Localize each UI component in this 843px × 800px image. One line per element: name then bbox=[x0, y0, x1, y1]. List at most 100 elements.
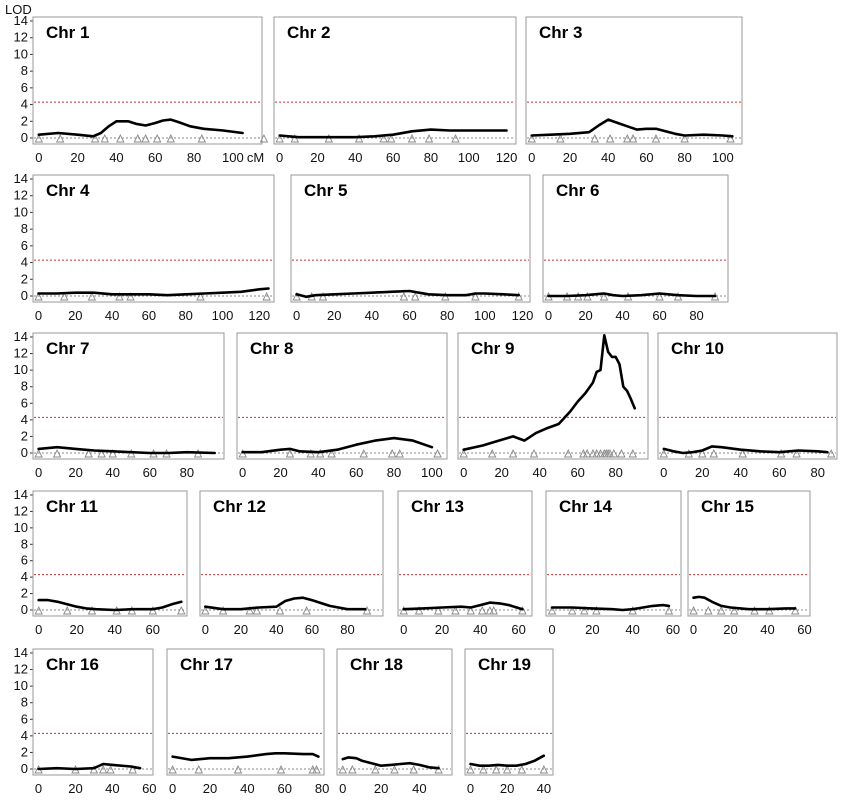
marker-triangle bbox=[141, 133, 150, 143]
y-tick-label: 12 bbox=[14, 503, 28, 518]
marker-triangle bbox=[115, 291, 124, 301]
marker-triangle bbox=[371, 764, 380, 774]
y-tick-label: 10 bbox=[14, 362, 28, 377]
marker-triangle bbox=[451, 133, 460, 143]
x-tick-label: 80 bbox=[440, 308, 454, 323]
y-tick-label: 0 bbox=[21, 288, 28, 303]
panel-title: Chr 2 bbox=[287, 23, 330, 42]
panel-frame bbox=[166, 648, 325, 776]
marker-triangle bbox=[318, 291, 328, 301]
panel-frame bbox=[687, 490, 811, 617]
panel-title: Chr 12 bbox=[213, 497, 266, 516]
x-tick-label: 80 bbox=[677, 150, 691, 165]
x-tick-label: 60 bbox=[511, 622, 525, 637]
panel-frame bbox=[236, 332, 448, 460]
x-tick-label: 80 bbox=[180, 465, 194, 480]
x-tick-label: 20 bbox=[70, 150, 84, 165]
lod-curve bbox=[278, 128, 508, 139]
x-tick-label: 100 bbox=[212, 308, 234, 323]
marker-triangle bbox=[55, 133, 65, 143]
marker-triangle bbox=[433, 448, 442, 458]
x-tick-label: 0 bbox=[548, 622, 555, 637]
marker-triangle bbox=[502, 764, 512, 774]
panel-title: Chr 4 bbox=[46, 181, 90, 200]
x-tick-label: 20 bbox=[203, 781, 217, 796]
panel-chr-18: Chr 18 0 20 40 bbox=[336, 648, 453, 796]
y-tick-label: 2 bbox=[21, 113, 28, 128]
marker-triangle bbox=[567, 605, 577, 615]
marker-triangle bbox=[316, 448, 325, 458]
panel-chr-5: Chr 5 0 20 40 60 80 100 120 bbox=[290, 174, 533, 323]
x-tick-label: 0 bbox=[400, 622, 407, 637]
marker-triangle bbox=[327, 448, 336, 458]
y-tick-label: 2 bbox=[21, 586, 28, 601]
marker-triangle bbox=[262, 291, 271, 301]
panel-chr-19: Chr 19 0 20 40 bbox=[464, 648, 554, 796]
marker-triangle bbox=[407, 133, 417, 143]
panel-chr-6: Chr 6 0 20 40 60 80 bbox=[542, 174, 729, 323]
y-tick-label: 12 bbox=[14, 188, 28, 203]
marker-triangle bbox=[792, 448, 801, 458]
panel-chr-7: Chr 7 0 20 40 60 80 bbox=[32, 332, 225, 480]
marker-triangle bbox=[201, 605, 210, 615]
marker-triangle bbox=[517, 764, 527, 774]
marker-triangle bbox=[133, 133, 143, 143]
marker-triangle bbox=[623, 133, 632, 143]
x-tick-label: 100 bbox=[712, 150, 734, 165]
x-tick-label: 80 bbox=[187, 150, 201, 165]
x-tick-label: 60 bbox=[666, 622, 680, 637]
x-tick-label: 0 bbox=[35, 308, 42, 323]
y-tick-label: 8 bbox=[21, 63, 28, 78]
lod-curve bbox=[295, 289, 520, 299]
marker-triangle bbox=[276, 764, 286, 774]
marker-triangle bbox=[390, 764, 399, 774]
x-tick-label: 40 bbox=[625, 622, 639, 637]
panel-title: Chr 6 bbox=[556, 181, 599, 200]
x-tick-label: 120 bbox=[248, 308, 270, 323]
lod-curve bbox=[37, 118, 244, 138]
marker-triangle bbox=[90, 133, 100, 143]
marker-triangle bbox=[826, 448, 836, 458]
marker-triangle bbox=[580, 605, 589, 615]
marker-triangle bbox=[479, 764, 488, 774]
x-tick-label: 20 bbox=[68, 465, 82, 480]
x-tick-label: 40 bbox=[532, 465, 546, 480]
marker-triangle bbox=[379, 133, 388, 143]
x-tick-label: 40 bbox=[412, 781, 426, 796]
x-tick-label: 60 bbox=[305, 622, 319, 637]
panel-frame bbox=[464, 648, 554, 776]
marker-triangle bbox=[359, 448, 368, 458]
y-tick-label: 2 bbox=[21, 271, 28, 286]
panel-frame bbox=[290, 174, 531, 303]
marker-triangle bbox=[776, 448, 786, 458]
x-tick-label: 20 bbox=[723, 622, 737, 637]
y-tick-label: 14 bbox=[14, 645, 28, 660]
y-tick-label: 6 bbox=[21, 80, 28, 95]
panel-frame bbox=[32, 648, 154, 776]
y-tick-label: 2 bbox=[21, 428, 28, 443]
marker-triangle bbox=[302, 605, 311, 615]
marker-triangle bbox=[664, 605, 674, 615]
marker-triangle bbox=[628, 133, 638, 143]
x-tick-label: 0 bbox=[293, 308, 300, 323]
marker-triangle bbox=[583, 291, 592, 301]
marker-triangle bbox=[312, 764, 321, 774]
panel-frame bbox=[457, 332, 649, 460]
x-tick-label: 80 bbox=[340, 622, 354, 637]
x-tick-label: 20 bbox=[500, 781, 514, 796]
marker-triangle bbox=[108, 448, 117, 458]
marker-triangle bbox=[87, 291, 97, 301]
lod-curve bbox=[37, 598, 183, 612]
x-tick-label: 60 bbox=[570, 465, 584, 480]
marker-triangle bbox=[275, 133, 284, 143]
marker-triangle bbox=[100, 133, 110, 143]
y-tick-label: 2 bbox=[21, 744, 28, 759]
x-tick-label: 80 bbox=[811, 465, 825, 480]
y-tick-label: 14 bbox=[14, 171, 28, 186]
panel-title: Chr 9 bbox=[471, 339, 514, 358]
marker-triangle bbox=[84, 448, 93, 458]
y-tick-label: 0 bbox=[21, 761, 28, 776]
marker-triangle bbox=[52, 448, 62, 458]
x-tick-label: 20 bbox=[585, 622, 599, 637]
